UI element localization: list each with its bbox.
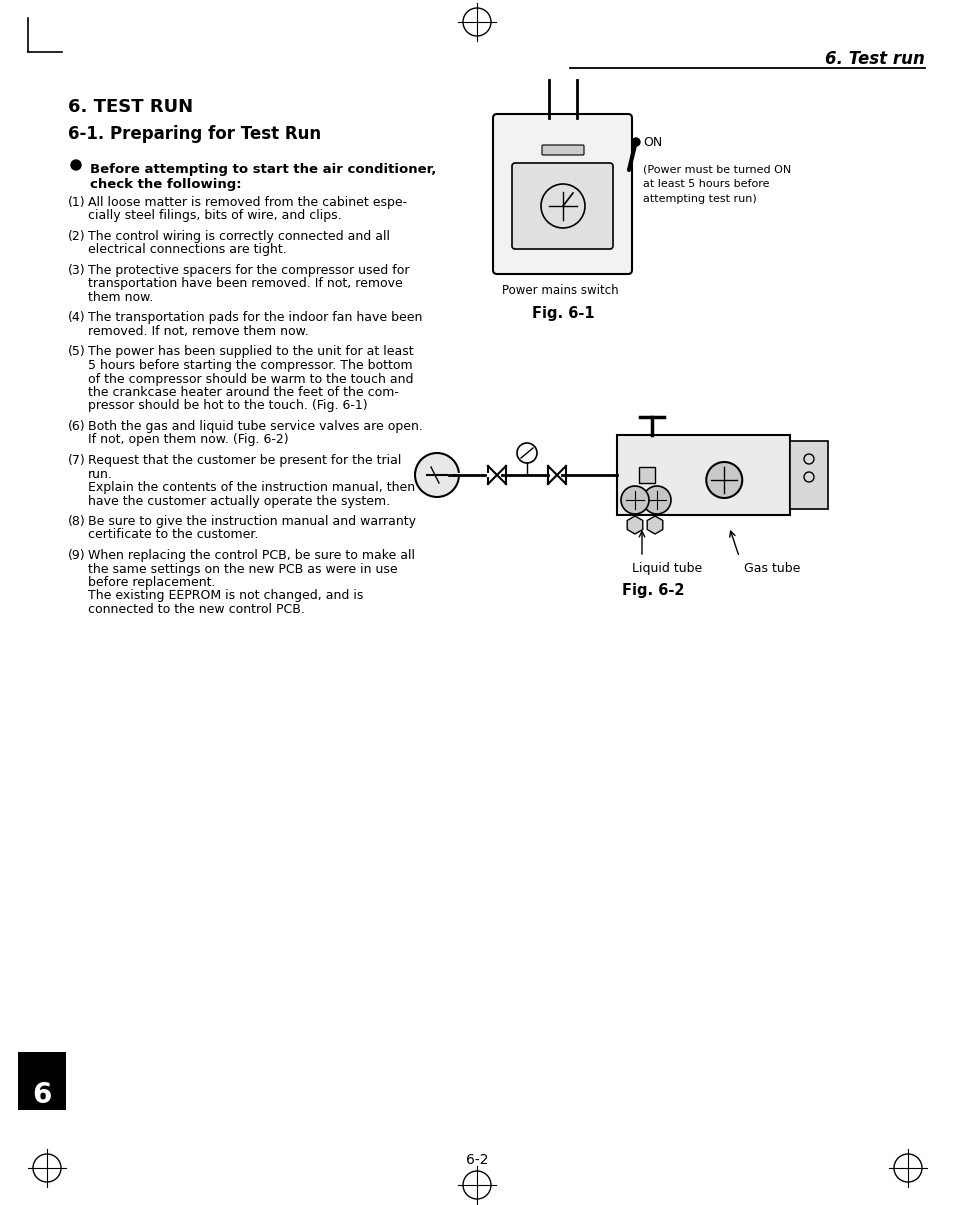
Text: Be sure to give the instruction manual and warranty: Be sure to give the instruction manual a… [88,515,416,528]
Text: The existing EEPROM is not changed, and is: The existing EEPROM is not changed, and … [88,589,363,602]
Text: (Power must be turned ON
at least 5 hours before
attempting test run): (Power must be turned ON at least 5 hour… [642,165,790,204]
Text: Liquid tube: Liquid tube [631,562,701,575]
Text: Gas tube: Gas tube [743,562,800,575]
Circle shape [705,462,741,498]
Text: the crankcase heater around the feet of the com-: the crankcase heater around the feet of … [88,386,398,399]
Circle shape [620,486,648,515]
Text: certificate to the customer.: certificate to the customer. [88,529,258,541]
Text: ON: ON [642,135,661,148]
Text: (3): (3) [68,264,86,277]
FancyBboxPatch shape [541,145,583,155]
FancyBboxPatch shape [493,114,631,274]
Text: Fig. 6-2: Fig. 6-2 [621,583,684,598]
Text: (5): (5) [68,346,86,359]
Text: 6-1. Preparing for Test Run: 6-1. Preparing for Test Run [68,125,321,143]
Bar [617,435,789,515]
Text: check the following:: check the following: [90,178,241,192]
Text: Before attempting to start the air conditioner,: Before attempting to start the air condi… [90,163,436,176]
Text: 6. TEST RUN: 6. TEST RUN [68,98,193,116]
Text: The control wiring is correctly connected and all: The control wiring is correctly connecte… [88,230,390,243]
Text: 6. Test run: 6. Test run [824,49,924,67]
Text: When replacing the control PCB, be sure to make all: When replacing the control PCB, be sure … [88,549,415,562]
Text: If not, open them now. (Fig. 6-2): If not, open them now. (Fig. 6-2) [88,434,289,447]
Text: Request that the customer be present for the trial: Request that the customer be present for… [88,454,401,468]
Text: removed. If not, remove them now.: removed. If not, remove them now. [88,325,309,337]
Text: (9): (9) [68,549,86,562]
Text: them now.: them now. [88,290,153,304]
Text: (4): (4) [68,312,86,324]
Circle shape [415,453,458,496]
Text: electrical connections are tight.: electrical connections are tight. [88,243,287,257]
Text: 6: 6 [32,1081,51,1109]
FancyBboxPatch shape [512,163,613,249]
Text: Both the gas and liquid tube service valves are open.: Both the gas and liquid tube service val… [88,421,422,433]
Text: connected to the new control PCB.: connected to the new control PCB. [88,602,305,616]
Text: (2): (2) [68,230,86,243]
Text: of the compressor should be warm to the touch and: of the compressor should be warm to the … [88,372,413,386]
Text: Power mains switch: Power mains switch [501,284,618,296]
Text: Explain the contents of the instruction manual, then: Explain the contents of the instruction … [88,481,415,494]
Text: 5 hours before starting the compressor. The bottom: 5 hours before starting the compressor. … [88,359,413,372]
Text: (8): (8) [68,515,86,528]
Bar [18,1052,66,1110]
Text: The transportation pads for the indoor fan have been: The transportation pads for the indoor f… [88,312,422,324]
Text: The power has been supplied to the unit for at least: The power has been supplied to the unit … [88,346,414,359]
Text: (1): (1) [68,196,86,208]
Text: pressor should be hot to the touch. (Fig. 6-1): pressor should be hot to the touch. (Fig… [88,400,367,412]
Bar [639,468,655,483]
Bar [789,441,827,509]
Text: have the customer actually operate the system.: have the customer actually operate the s… [88,494,390,507]
Text: the same settings on the new PCB as were in use: the same settings on the new PCB as were… [88,563,397,576]
Text: cially steel filings, bits of wire, and clips.: cially steel filings, bits of wire, and … [88,210,341,223]
Text: before replacement.: before replacement. [88,576,215,589]
Text: run.: run. [88,468,112,481]
Text: Fig. 6-1: Fig. 6-1 [531,306,594,321]
Circle shape [71,160,81,170]
Text: transportation have been removed. If not, remove: transportation have been removed. If not… [88,277,402,290]
Text: The protective spacers for the compressor used for: The protective spacers for the compresso… [88,264,409,277]
Circle shape [642,486,670,515]
Text: (6): (6) [68,421,86,433]
Text: 6-2: 6-2 [465,1153,488,1166]
Text: (7): (7) [68,454,86,468]
Text: All loose matter is removed from the cabinet espe-: All loose matter is removed from the cab… [88,196,407,208]
Circle shape [631,139,639,146]
